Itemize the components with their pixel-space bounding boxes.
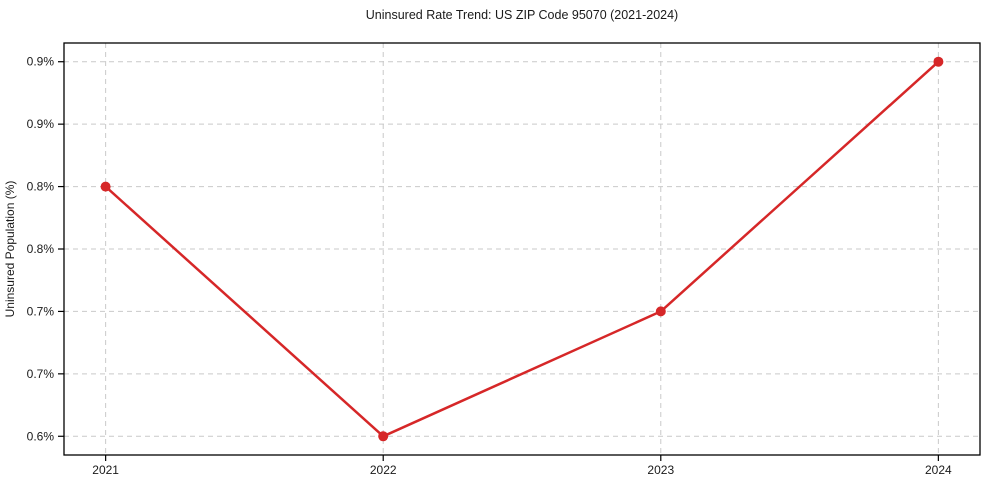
x-tick-label: 2022 — [370, 463, 397, 477]
y-tick-label: 0.9% — [27, 117, 55, 131]
x-tick-label: 2023 — [647, 463, 674, 477]
y-tick-label: 0.6% — [27, 429, 55, 443]
data-point — [933, 56, 944, 67]
x-tick-label: 2021 — [92, 463, 119, 477]
y-tick-label: 0.9% — [27, 55, 55, 69]
data-point — [655, 306, 666, 317]
gridlines — [64, 43, 980, 455]
plot-area — [64, 43, 980, 455]
trend-line — [104, 60, 940, 438]
y-tick-label: 0.7% — [27, 367, 55, 381]
plot-border — [63, 42, 981, 456]
data-points — [100, 56, 944, 442]
chart-title: Uninsured Rate Trend: US ZIP Code 95070 … — [366, 8, 678, 22]
axis-tick-labels: 0.6% 0.7% 0.7% 0.8% 0.8% 0.9% 0.9% 2021 2022 2023… — [27, 55, 952, 477]
data-point — [100, 181, 111, 192]
y-axis-label: Uninsured Population (%) — [3, 181, 17, 318]
y-tick-label: 0.8% — [27, 180, 55, 194]
axis-ticks — [58, 61, 939, 461]
x-tick-label: 2024 — [925, 463, 952, 477]
data-point — [378, 431, 389, 442]
y-tick-label: 0.8% — [27, 242, 55, 256]
y-tick-label: 0.7% — [27, 304, 55, 318]
